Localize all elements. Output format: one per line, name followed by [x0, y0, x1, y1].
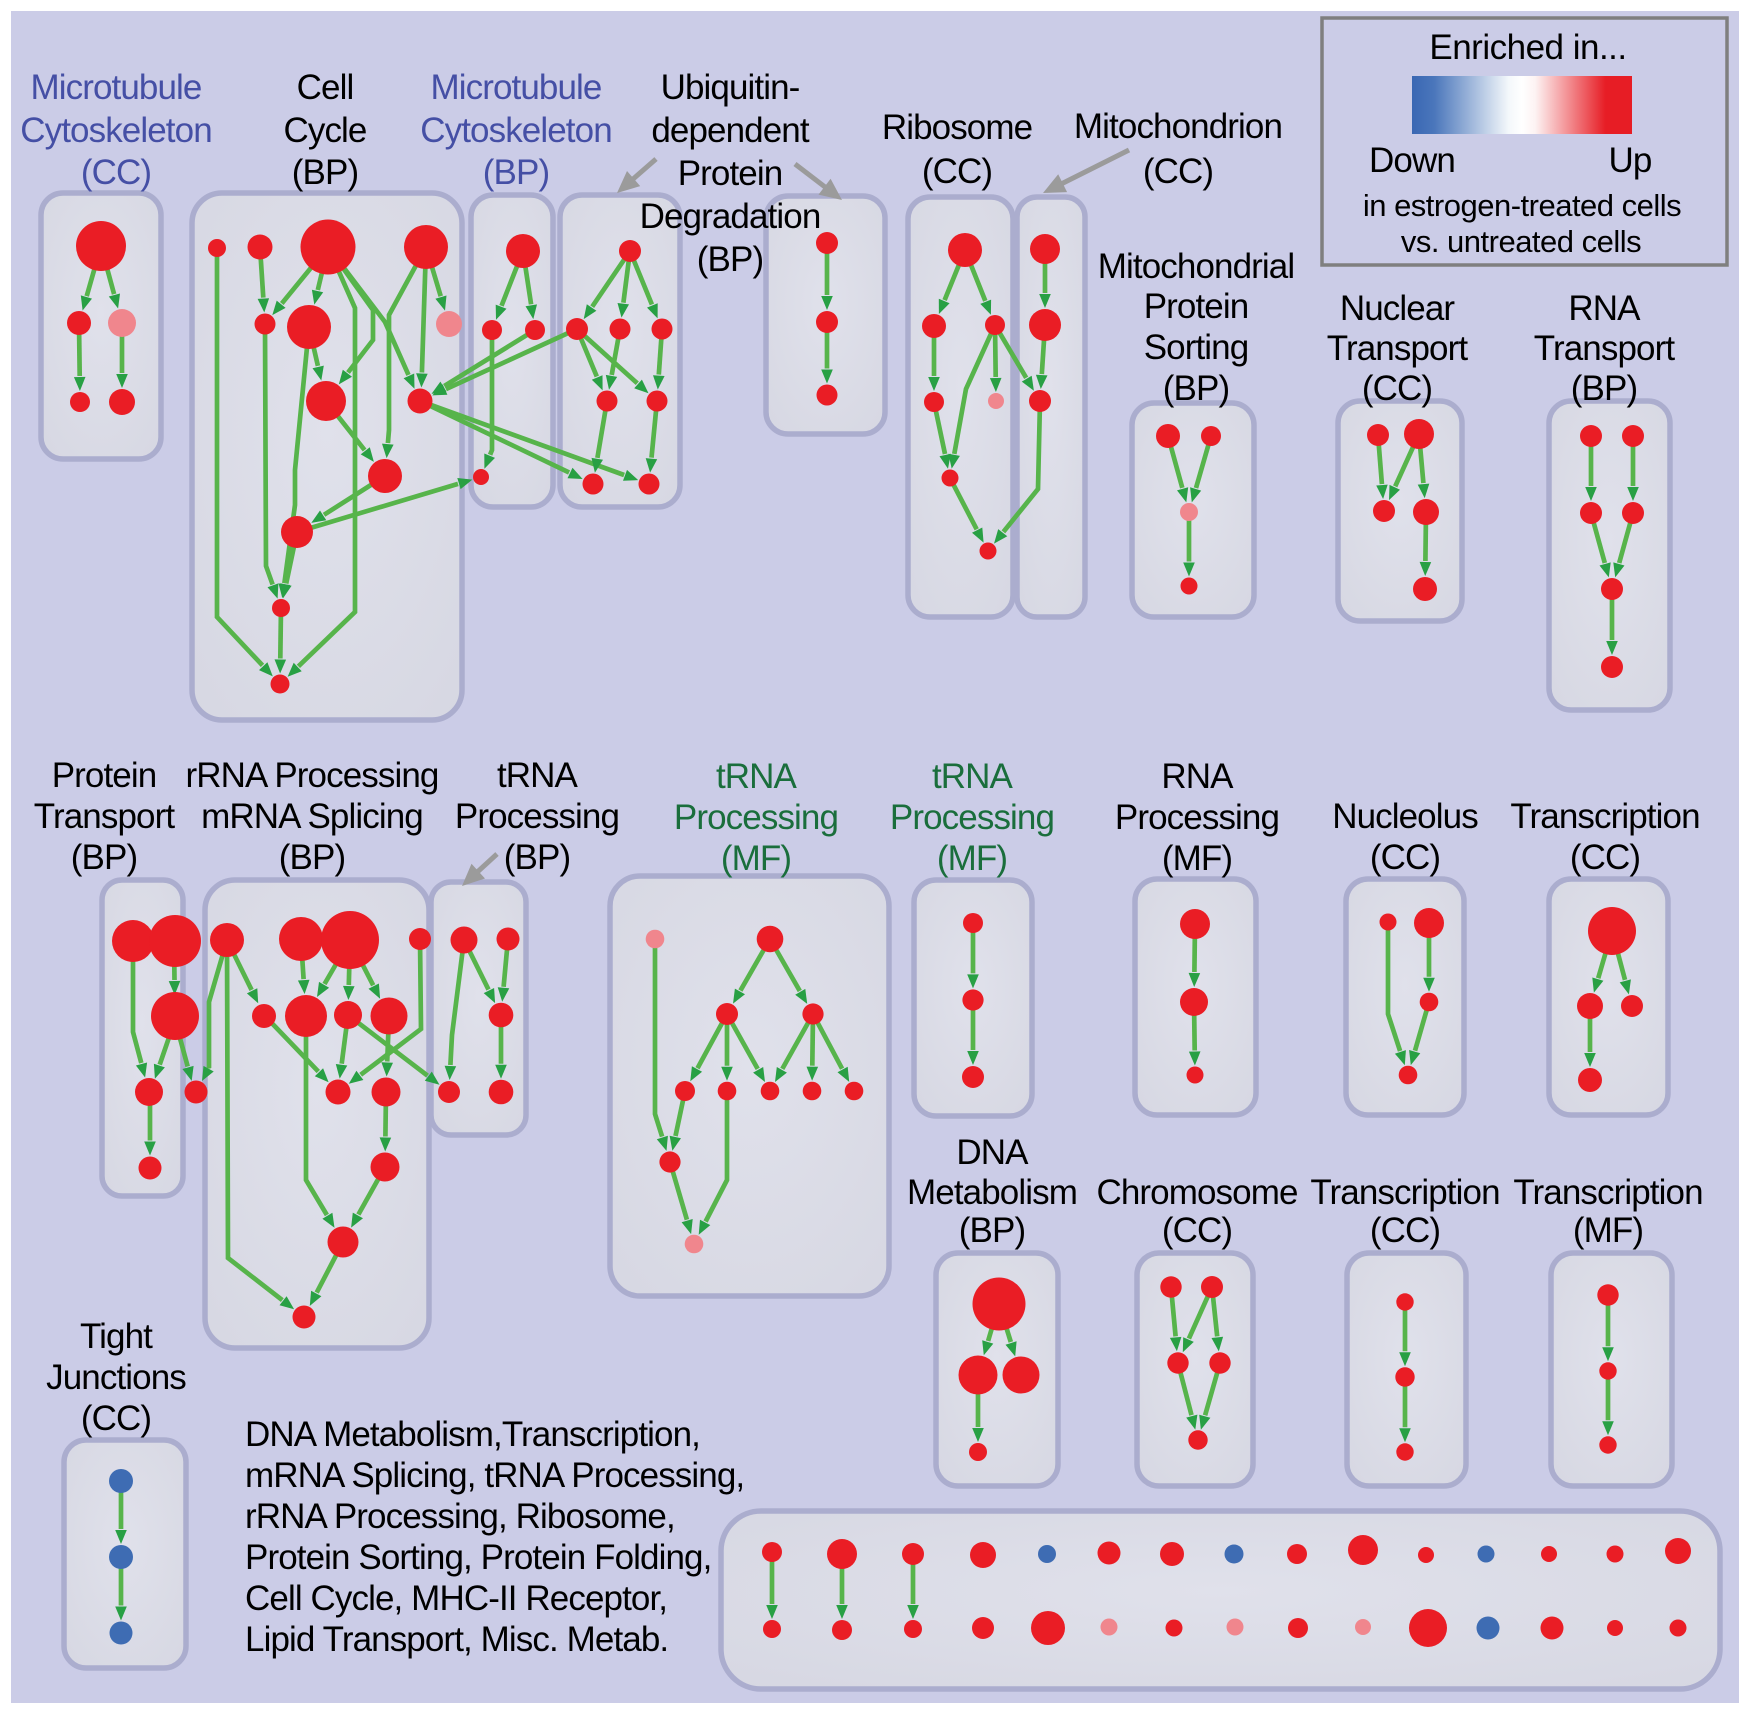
svg-text:DNA: DNA [956, 1133, 1029, 1172]
svg-text:Microtubule: Microtubule [30, 68, 201, 107]
svg-text:Microtubule: Microtubule [430, 68, 601, 107]
svg-text:Protein: Protein [678, 154, 783, 193]
svg-text:Cytoskeleton: Cytoskeleton [420, 111, 612, 150]
svg-text:Cell: Cell [297, 68, 354, 107]
svg-text:RNA: RNA [1161, 757, 1234, 796]
svg-text:Cycle: Cycle [283, 111, 366, 150]
svg-text:Nuclear: Nuclear [1340, 289, 1456, 328]
svg-text:(CC): (CC) [1362, 369, 1432, 408]
svg-text:Metabolism: Metabolism [907, 1173, 1077, 1212]
svg-text:mRNA Splicing: mRNA Splicing [201, 797, 423, 836]
svg-text:(CC): (CC) [1162, 1211, 1232, 1250]
svg-text:(BP): (BP) [279, 838, 345, 877]
svg-text:Transcription: Transcription [1513, 1173, 1702, 1212]
svg-text:(CC): (CC) [81, 153, 151, 192]
svg-text:Mitochondrial: Mitochondrial [1098, 247, 1294, 286]
svg-text:Transcription: Transcription [1310, 1173, 1499, 1212]
svg-text:tRNA: tRNA [932, 757, 1014, 796]
svg-text:(CC): (CC) [1143, 152, 1213, 191]
svg-text:Processing: Processing [890, 798, 1054, 837]
svg-text:Processing: Processing [674, 798, 838, 837]
svg-text:Ubiquitin-: Ubiquitin- [661, 68, 800, 107]
svg-text:tRNA: tRNA [497, 756, 579, 795]
svg-text:(MF): (MF) [1162, 839, 1232, 878]
svg-text:Up: Up [1609, 141, 1652, 180]
svg-text:(BP): (BP) [504, 838, 570, 877]
svg-text:(CC): (CC) [81, 1399, 151, 1438]
svg-text:Degradation: Degradation [640, 197, 821, 236]
svg-text:Processing: Processing [455, 797, 619, 836]
svg-text:(BP): (BP) [1571, 369, 1637, 408]
svg-text:Transcription: Transcription [1510, 797, 1699, 836]
svg-text:Transport: Transport [34, 797, 176, 836]
svg-text:Protein Sorting, Protein Foldi: Protein Sorting, Protein Folding, [245, 1538, 711, 1577]
svg-text:Nucleolus: Nucleolus [1332, 797, 1478, 836]
svg-text:Cell Cycle, MHC-II Receptor,: Cell Cycle, MHC-II Receptor, [245, 1579, 667, 1618]
svg-text:tRNA: tRNA [716, 757, 798, 796]
svg-text:Tight: Tight [80, 1317, 153, 1356]
svg-text:Transport: Transport [1534, 329, 1676, 368]
svg-text:(BP): (BP) [71, 838, 137, 877]
svg-text:vs. untreated cells: vs. untreated cells [1401, 224, 1641, 259]
svg-text:(BP): (BP) [292, 153, 358, 192]
svg-text:(MF): (MF) [937, 839, 1007, 878]
svg-text:(CC): (CC) [922, 152, 992, 191]
svg-text:rRNA Processing, Ribosome,: rRNA Processing, Ribosome, [245, 1497, 675, 1536]
svg-text:Junctions: Junctions [46, 1358, 186, 1397]
svg-text:DNA Metabolism,Transcription,: DNA Metabolism,Transcription, [245, 1415, 700, 1454]
svg-text:Processing: Processing [1115, 798, 1279, 837]
svg-text:(CC): (CC) [1370, 838, 1440, 877]
svg-text:(BP): (BP) [959, 1211, 1025, 1250]
svg-text:(CC): (CC) [1370, 1211, 1440, 1250]
svg-text:mRNA Splicing, tRNA Processing: mRNA Splicing, tRNA Processing, [245, 1456, 744, 1495]
svg-text:(BP): (BP) [697, 240, 763, 279]
svg-text:(BP): (BP) [1163, 369, 1229, 408]
svg-text:(CC): (CC) [1570, 838, 1640, 877]
svg-text:Mitochondrion: Mitochondrion [1074, 107, 1282, 146]
svg-text:Sorting: Sorting [1144, 328, 1249, 367]
svg-text:in estrogen-treated cells: in estrogen-treated cells [1363, 188, 1681, 223]
svg-text:Protein: Protein [52, 756, 157, 795]
svg-text:(MF): (MF) [721, 839, 791, 878]
svg-text:Chromosome: Chromosome [1096, 1173, 1297, 1212]
svg-text:Lipid Transport, Misc. Metab.: Lipid Transport, Misc. Metab. [245, 1620, 668, 1659]
svg-text:dependent: dependent [651, 111, 810, 150]
svg-text:Transport: Transport [1327, 329, 1469, 368]
svg-text:(BP): (BP) [483, 153, 549, 192]
svg-text:Enriched in...: Enriched in... [1429, 28, 1626, 67]
svg-text:rRNA Processing: rRNA Processing [186, 756, 439, 795]
svg-text:Ribosome: Ribosome [882, 108, 1032, 147]
svg-text:RNA: RNA [1568, 289, 1641, 328]
svg-text:Cytoskeleton: Cytoskeleton [20, 111, 212, 150]
svg-text:Down: Down [1369, 141, 1455, 180]
svg-text:Protein: Protein [1144, 287, 1249, 326]
svg-text:(MF): (MF) [1573, 1211, 1643, 1250]
